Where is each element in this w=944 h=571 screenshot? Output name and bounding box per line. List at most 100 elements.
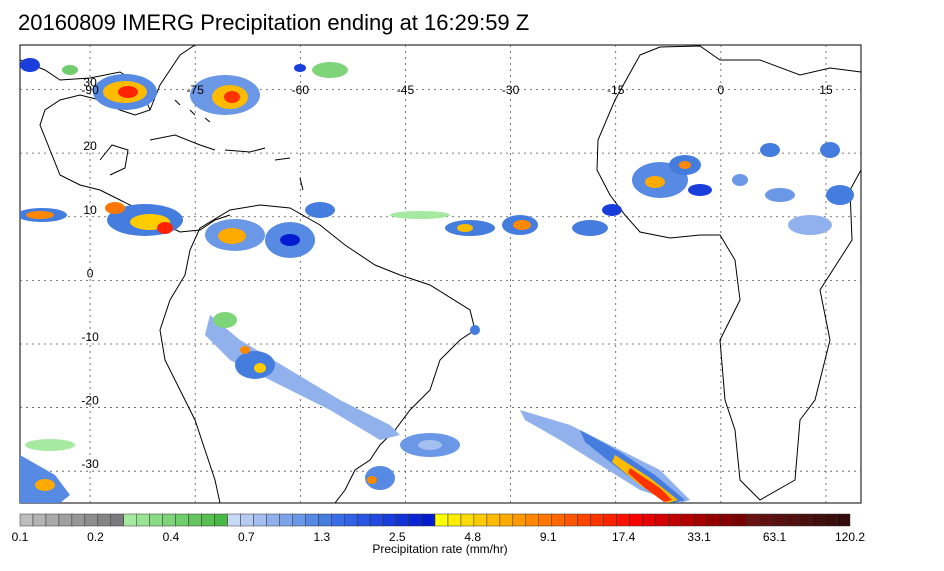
colorbar-tick-labels: 0.1 0.2 0.4 0.7 1.3 2.5 4.8 9.1 17.4 33.1 63.1 120.… [12, 530, 866, 544]
colorbar-swatch [331, 513, 345, 527]
colorbar-tick-label: 0.4 [163, 530, 180, 544]
colorbar-swatch [655, 513, 669, 527]
colorbar-swatch [577, 513, 591, 527]
south-brazil-storms [365, 433, 460, 490]
longitude-label: -30 [502, 83, 520, 97]
colorbar-swatch [279, 513, 293, 527]
colorbar-swatch [175, 513, 189, 527]
colorbar-swatch [616, 513, 630, 527]
colorbar-tick-label: 1.3 [313, 530, 330, 544]
latitude-label: -20 [81, 394, 99, 408]
latitude-label: 0 [87, 266, 94, 280]
central-america-storms [20, 202, 183, 236]
colorbar-swatch [720, 513, 734, 527]
colorbar-swatch [784, 513, 799, 527]
caribbean-islands [149, 134, 304, 191]
colorbar-swatch [421, 513, 436, 527]
colorbar-tick-label: 120.2 [835, 530, 865, 544]
colorbar-swatch [836, 513, 851, 527]
colorbar-swatch [343, 513, 358, 527]
colorbar-label: Precipitation rate (mm/hr) [372, 542, 507, 556]
colorbar-swatch [603, 513, 617, 527]
colorbar-swatch [499, 513, 514, 527]
colorbar-swatch [408, 513, 423, 527]
south-america-band [205, 312, 480, 440]
colorbar-tick-label: 9.1 [540, 530, 557, 544]
colorbar-swatch [823, 513, 838, 527]
colorbar-swatch [771, 513, 786, 527]
south-atlantic-front [520, 410, 690, 503]
colorbar-swatch [253, 513, 267, 527]
longitude-label: -15 [607, 83, 625, 97]
colorbar-swatch [486, 513, 501, 527]
western-atlantic-storms [190, 62, 348, 115]
latitude-label: -10 [81, 330, 99, 344]
colorbar-swatch [201, 513, 215, 527]
longitude-label: -60 [292, 83, 310, 97]
colorbar-swatch [149, 513, 163, 527]
colorbar-swatch [681, 513, 695, 527]
bahamas [174, 99, 211, 123]
longitude-label: 0 [717, 83, 724, 97]
west-africa-storms [632, 142, 854, 235]
longitude-label: -90 [81, 83, 99, 97]
yucatan-coastline [99, 144, 129, 176]
colorbar-swatch [123, 513, 137, 527]
colorbar-swatch [369, 513, 384, 527]
colorbar-swatch [97, 513, 112, 527]
colorbar-swatch [266, 513, 280, 527]
colorbar-tick-label: 0.2 [87, 530, 104, 544]
colorbar-swatch [512, 513, 527, 527]
colorbar-tick-label: 33.1 [687, 530, 711, 544]
colorbar-tick-label: 17.4 [612, 530, 636, 544]
colorbar-swatch [797, 513, 812, 527]
southwest-pacific-storms [20, 439, 75, 503]
colorbar-swatch [45, 513, 60, 527]
colorbar-swatch [214, 513, 228, 527]
colorbar-tick-label: 2.5 [389, 530, 406, 544]
colorbar-swatch [84, 513, 99, 527]
colorbar-tick-label: 63.1 [763, 530, 787, 544]
itcz [390, 204, 622, 236]
colorbar-swatch [564, 513, 578, 527]
colorbar-swatch [382, 513, 397, 527]
africa-coastline [596, 45, 861, 501]
precipitation-field [20, 58, 854, 503]
latitude-label: -30 [81, 457, 99, 471]
colorbar-swatch [746, 513, 760, 527]
latitude-label: 10 [83, 203, 97, 217]
colorbar-swatch [642, 513, 656, 527]
colorbar-swatches [19, 513, 851, 527]
colorbar-swatch [733, 513, 747, 527]
colorbar-swatch [318, 513, 332, 527]
colorbar-swatch [71, 513, 86, 527]
amazon-storms [205, 202, 335, 258]
longitude-label: 15 [819, 83, 833, 97]
colorbar-swatch [629, 513, 643, 527]
colorbar-tick-label: 0.7 [238, 530, 255, 544]
colorbar-swatch [473, 513, 488, 527]
colorbar-tick-label: 0.1 [12, 530, 29, 544]
colorbar-swatch [460, 513, 475, 527]
graticule-labels: -90 -75 -60 -45 -30 -15 0 15 30 20 10 0 -10 -20 -30 [81, 76, 833, 472]
colorbar-swatch [447, 513, 462, 527]
colorbar-swatch [292, 513, 306, 527]
colorbar-swatch [58, 513, 73, 527]
colorbar-swatch [668, 513, 682, 527]
colorbar-swatch [707, 513, 721, 527]
colorbar-swatch [694, 513, 708, 527]
chart-title: 20160809 IMERG Precipitation ending at 1… [18, 10, 530, 35]
colorbar-tick-label: 4.8 [464, 530, 481, 544]
colorbar-swatch [551, 513, 565, 527]
gulf-storms [20, 58, 157, 110]
colorbar-swatch [395, 513, 410, 527]
colorbar-swatch [590, 513, 604, 527]
colorbar-swatch [162, 513, 176, 527]
colorbar-swatch [110, 513, 124, 527]
colorbar-swatch [136, 513, 150, 527]
latitude-label: 20 [83, 139, 97, 153]
colorbar-swatch [305, 513, 319, 527]
colorbar-swatch [19, 513, 34, 527]
